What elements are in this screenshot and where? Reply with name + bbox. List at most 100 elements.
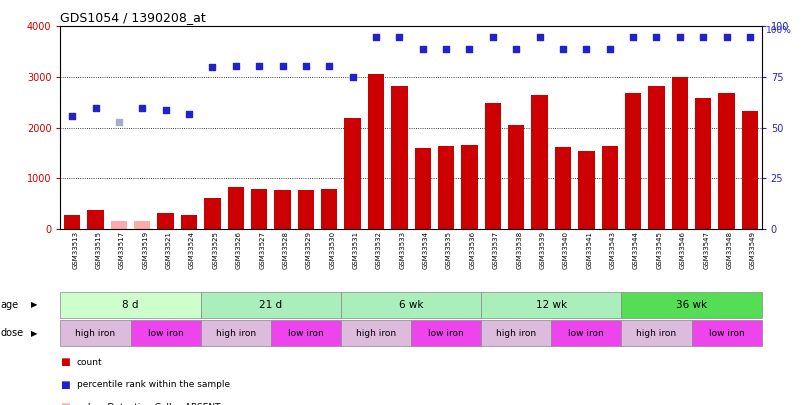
Text: GSM33544: GSM33544 [634, 231, 639, 269]
Text: ▶: ▶ [31, 300, 37, 309]
Text: GSM33547: GSM33547 [703, 231, 709, 269]
Text: GSM33541: GSM33541 [586, 231, 592, 269]
Text: high iron: high iron [216, 328, 256, 338]
Text: GSM33534: GSM33534 [423, 231, 429, 269]
Bar [438, 146, 455, 229]
Point [112, 118, 125, 125]
Text: GSM33526: GSM33526 [235, 231, 242, 269]
Bar [274, 190, 291, 229]
Text: dose: dose [1, 328, 24, 338]
Text: 6 wk: 6 wk [399, 300, 423, 310]
Bar [531, 95, 548, 229]
Point [322, 62, 335, 69]
Text: percentile rank within the sample: percentile rank within the sample [77, 380, 230, 389]
Text: GSM33530: GSM33530 [330, 231, 335, 269]
Text: GSM33529: GSM33529 [306, 231, 312, 269]
Bar [344, 118, 361, 229]
Text: age: age [1, 300, 19, 310]
Point [182, 111, 195, 117]
Point [439, 45, 452, 52]
Text: GSM33531: GSM33531 [353, 231, 359, 269]
Text: 8 d: 8 d [123, 300, 139, 310]
Point [135, 105, 148, 111]
Bar [461, 145, 478, 229]
Bar [578, 151, 595, 229]
Point [463, 45, 476, 52]
Text: GSM33532: GSM33532 [376, 231, 382, 269]
Text: GSM33546: GSM33546 [679, 231, 686, 269]
Bar [368, 75, 384, 229]
Text: GSM33527: GSM33527 [260, 231, 265, 269]
Bar [625, 93, 642, 229]
Text: 21 d: 21 d [260, 300, 282, 310]
Text: GSM33519: GSM33519 [142, 231, 148, 269]
Bar [484, 103, 501, 229]
Text: value, Detection Call = ABSENT: value, Detection Call = ABSENT [77, 403, 220, 405]
Text: GSM33540: GSM33540 [563, 231, 569, 269]
Text: ▶: ▶ [31, 328, 37, 338]
Text: GSM33533: GSM33533 [400, 231, 405, 269]
Text: GSM33515: GSM33515 [95, 231, 102, 269]
Bar [508, 125, 525, 229]
Point [393, 34, 405, 40]
Text: low iron: low iron [147, 328, 184, 338]
Point [276, 62, 289, 69]
Text: high iron: high iron [496, 328, 536, 338]
Bar [671, 77, 688, 229]
Text: GSM33535: GSM33535 [447, 231, 452, 269]
Point [509, 45, 522, 52]
Text: 100%: 100% [766, 26, 791, 35]
Point [299, 62, 312, 69]
Point [556, 45, 569, 52]
Bar [227, 187, 244, 229]
Point [229, 62, 242, 69]
Point [533, 34, 546, 40]
Bar [414, 148, 431, 229]
Bar [695, 98, 712, 229]
Bar [555, 147, 571, 229]
Bar [134, 221, 151, 229]
Bar [718, 93, 735, 229]
Text: count: count [77, 358, 102, 367]
Text: 12 wk: 12 wk [536, 300, 567, 310]
Point [603, 45, 616, 52]
Bar [157, 213, 174, 229]
Point [369, 34, 382, 40]
Text: GSM33517: GSM33517 [119, 231, 125, 269]
Text: low iron: low iron [288, 328, 324, 338]
Text: 36 wk: 36 wk [676, 300, 707, 310]
Text: GSM33545: GSM33545 [656, 231, 663, 269]
Text: GSM33525: GSM33525 [213, 231, 218, 269]
Bar [742, 111, 758, 229]
Point [650, 34, 663, 40]
Point [696, 34, 709, 40]
Text: GSM33549: GSM33549 [750, 231, 756, 269]
Text: GSM33521: GSM33521 [166, 231, 172, 269]
Point [159, 107, 172, 114]
Bar [110, 221, 127, 229]
Point [673, 34, 686, 40]
Text: low iron: low iron [568, 328, 604, 338]
Point [486, 34, 499, 40]
Text: high iron: high iron [356, 328, 396, 338]
Text: GSM33513: GSM33513 [73, 231, 78, 269]
Point [65, 113, 78, 119]
Bar [87, 210, 104, 229]
Text: GSM33539: GSM33539 [540, 231, 546, 269]
Text: GSM33538: GSM33538 [516, 231, 522, 269]
Point [626, 34, 639, 40]
Bar [297, 190, 314, 229]
Bar [64, 215, 81, 229]
Text: low iron: low iron [708, 328, 745, 338]
Bar [181, 215, 197, 229]
Text: GSM33524: GSM33524 [189, 231, 195, 269]
Text: ■: ■ [60, 380, 70, 390]
Bar [601, 146, 618, 229]
Bar [321, 189, 338, 229]
Point [346, 74, 359, 80]
Bar [391, 86, 408, 229]
Point [580, 45, 592, 52]
Text: ■: ■ [60, 402, 70, 405]
Point [206, 64, 218, 70]
Text: GDS1054 / 1390208_at: GDS1054 / 1390208_at [60, 11, 206, 24]
